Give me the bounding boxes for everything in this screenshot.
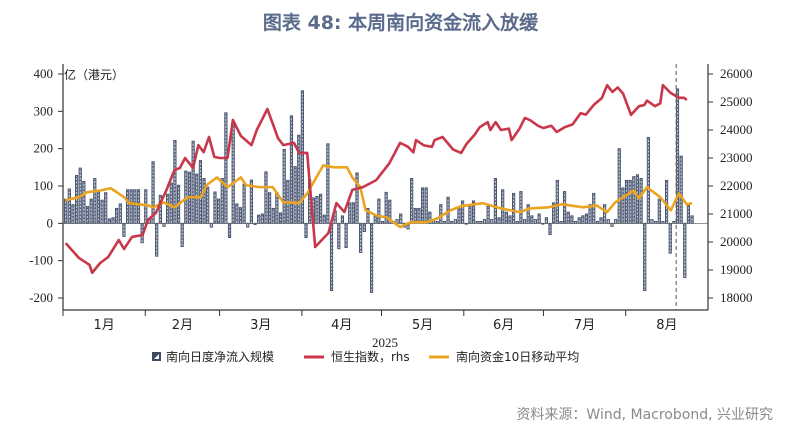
bar	[370, 222, 374, 293]
bar	[544, 217, 548, 224]
bar	[166, 193, 170, 224]
right-tick-label: 24000	[720, 122, 753, 137]
x-tick-label: 6月	[493, 318, 514, 333]
bar	[231, 125, 235, 224]
bar	[348, 202, 352, 224]
left-tick-label: -100	[29, 253, 53, 268]
bar	[118, 203, 122, 224]
source-note: 资料来源：Wind, Macrobond, 兴业研究	[516, 407, 773, 423]
bar	[610, 222, 614, 227]
x-tick-label: 1月	[94, 318, 115, 333]
bar	[512, 193, 516, 224]
legend-bar-swatch-mark	[154, 354, 159, 359]
x-axis-label: 2025	[372, 335, 398, 350]
bar	[162, 222, 166, 227]
bar	[490, 219, 494, 224]
bar	[351, 202, 355, 224]
left-tick-label: -200	[29, 290, 53, 305]
bar	[522, 219, 527, 224]
x-tick-label: 7月	[574, 318, 595, 333]
left-tick-label: 100	[34, 178, 54, 193]
bar	[592, 193, 596, 224]
right-tick-label: 26000	[720, 66, 753, 81]
x-tick-label: 8月	[656, 318, 677, 333]
right-tick-label: 18000	[720, 290, 753, 305]
bar	[453, 219, 457, 224]
right-tick-label: 22000	[720, 178, 753, 193]
bar	[599, 217, 603, 224]
bar	[195, 173, 199, 224]
bar	[606, 219, 610, 224]
left-tick-label: 300	[34, 103, 54, 118]
bar	[235, 203, 239, 224]
right-tick-label: 21000	[720, 206, 753, 221]
bar	[482, 219, 487, 224]
bar	[111, 217, 115, 224]
bar	[497, 217, 501, 224]
right-tick-label: 20000	[720, 234, 753, 249]
bar	[209, 222, 213, 228]
legend-label-bars: 南向日度净流入规模	[166, 349, 274, 364]
left-tick-label: 400	[34, 66, 54, 81]
chart-title: 图表 48: 本周南向资金流入放缓	[262, 12, 539, 34]
left-tick-label: 200	[34, 141, 54, 156]
x-tick-label: 4月	[331, 318, 352, 333]
x-tick-label: 2月	[172, 318, 193, 333]
bar	[246, 222, 250, 228]
x-tick-label: 3月	[250, 318, 271, 333]
left-tick-label: 0	[47, 215, 54, 230]
legend: 南向日度净流入规模 恒生指数，rhs 南向资金10日移动平均	[152, 349, 579, 364]
legend-label-hsi: 恒生指数，rhs	[331, 349, 410, 364]
legend-label-ma: 南向资金10日移动平均	[456, 349, 579, 364]
chart: 400 300 200 100 0 -100 -200 26000 25000 24000 2300…	[29, 64, 753, 364]
bar	[319, 193, 323, 224]
bar	[169, 182, 173, 224]
hsi-line	[64, 83, 688, 275]
bar	[668, 222, 672, 254]
bar	[577, 217, 581, 224]
bar	[614, 219, 618, 224]
right-tick-label: 19000	[720, 262, 753, 277]
bar	[224, 112, 228, 224]
bar	[650, 219, 654, 224]
bar	[533, 219, 538, 224]
right-tick-label: 25000	[720, 94, 753, 109]
x-tick-label: 5月	[412, 318, 433, 333]
left-axis-unit-label: 亿（港元）	[64, 67, 124, 82]
bar	[82, 181, 86, 224]
right-tick-label: 23000	[720, 150, 753, 165]
bar	[359, 222, 363, 253]
